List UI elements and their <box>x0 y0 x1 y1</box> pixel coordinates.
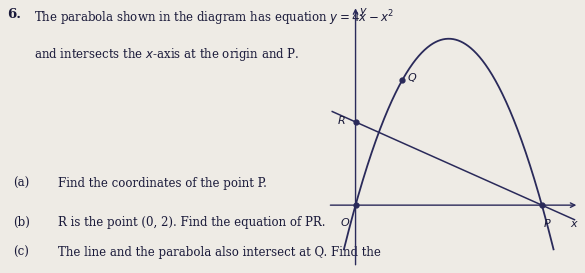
Text: $P$: $P$ <box>543 216 552 229</box>
Text: 6.: 6. <box>7 8 21 21</box>
Text: (c): (c) <box>13 246 29 259</box>
Text: and intersects the $x$-axis at the origin and P.: and intersects the $x$-axis at the origi… <box>34 46 300 63</box>
Text: The parabola shown in the diagram has equation $y=4x-x^2$: The parabola shown in the diagram has eq… <box>34 8 394 28</box>
Text: $x$: $x$ <box>570 219 579 229</box>
Text: $R$: $R$ <box>337 114 346 126</box>
Text: Find the coordinates of the point P.: Find the coordinates of the point P. <box>58 177 267 191</box>
Text: (b): (b) <box>13 216 30 229</box>
Text: R is the point (0, 2). Find the equation of PR.: R is the point (0, 2). Find the equation… <box>58 216 325 229</box>
Text: $y$: $y$ <box>359 6 369 18</box>
Text: $Q$: $Q$ <box>407 70 418 84</box>
Text: $O$: $O$ <box>340 216 350 228</box>
Text: (a): (a) <box>13 177 30 191</box>
Text: The line and the parabola also intersect at Q. Find the: The line and the parabola also intersect… <box>58 246 381 259</box>
